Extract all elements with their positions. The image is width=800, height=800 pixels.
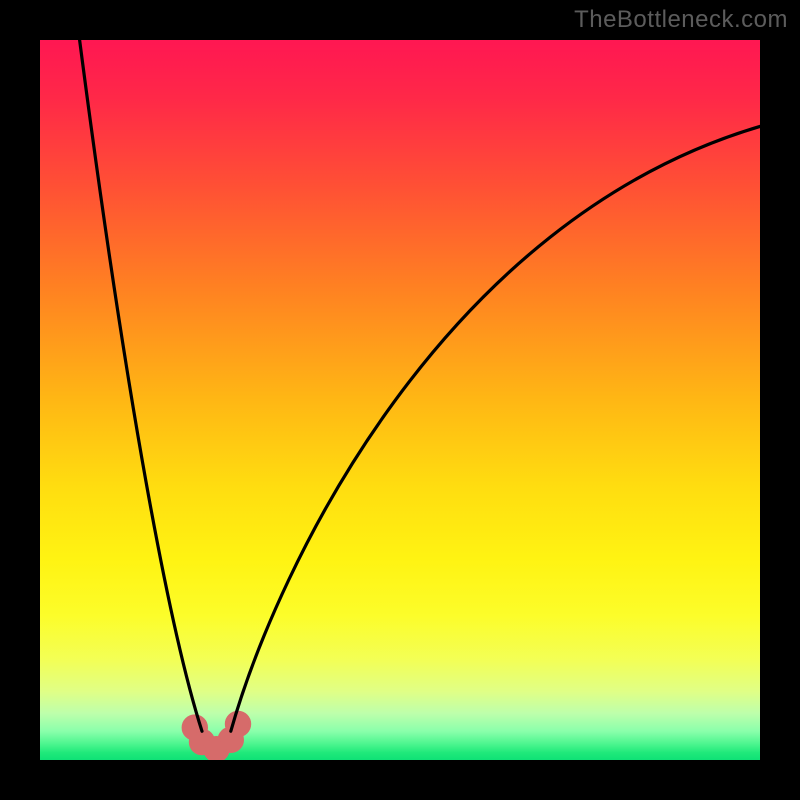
bottleneck-curve: [40, 40, 760, 760]
plot-area: [40, 40, 760, 760]
curve-valley-markers: [183, 712, 250, 760]
watermark-text: TheBottleneck.com: [574, 6, 788, 34]
curve-right-branch: [231, 126, 760, 731]
curve-left-branch: [80, 40, 202, 731]
